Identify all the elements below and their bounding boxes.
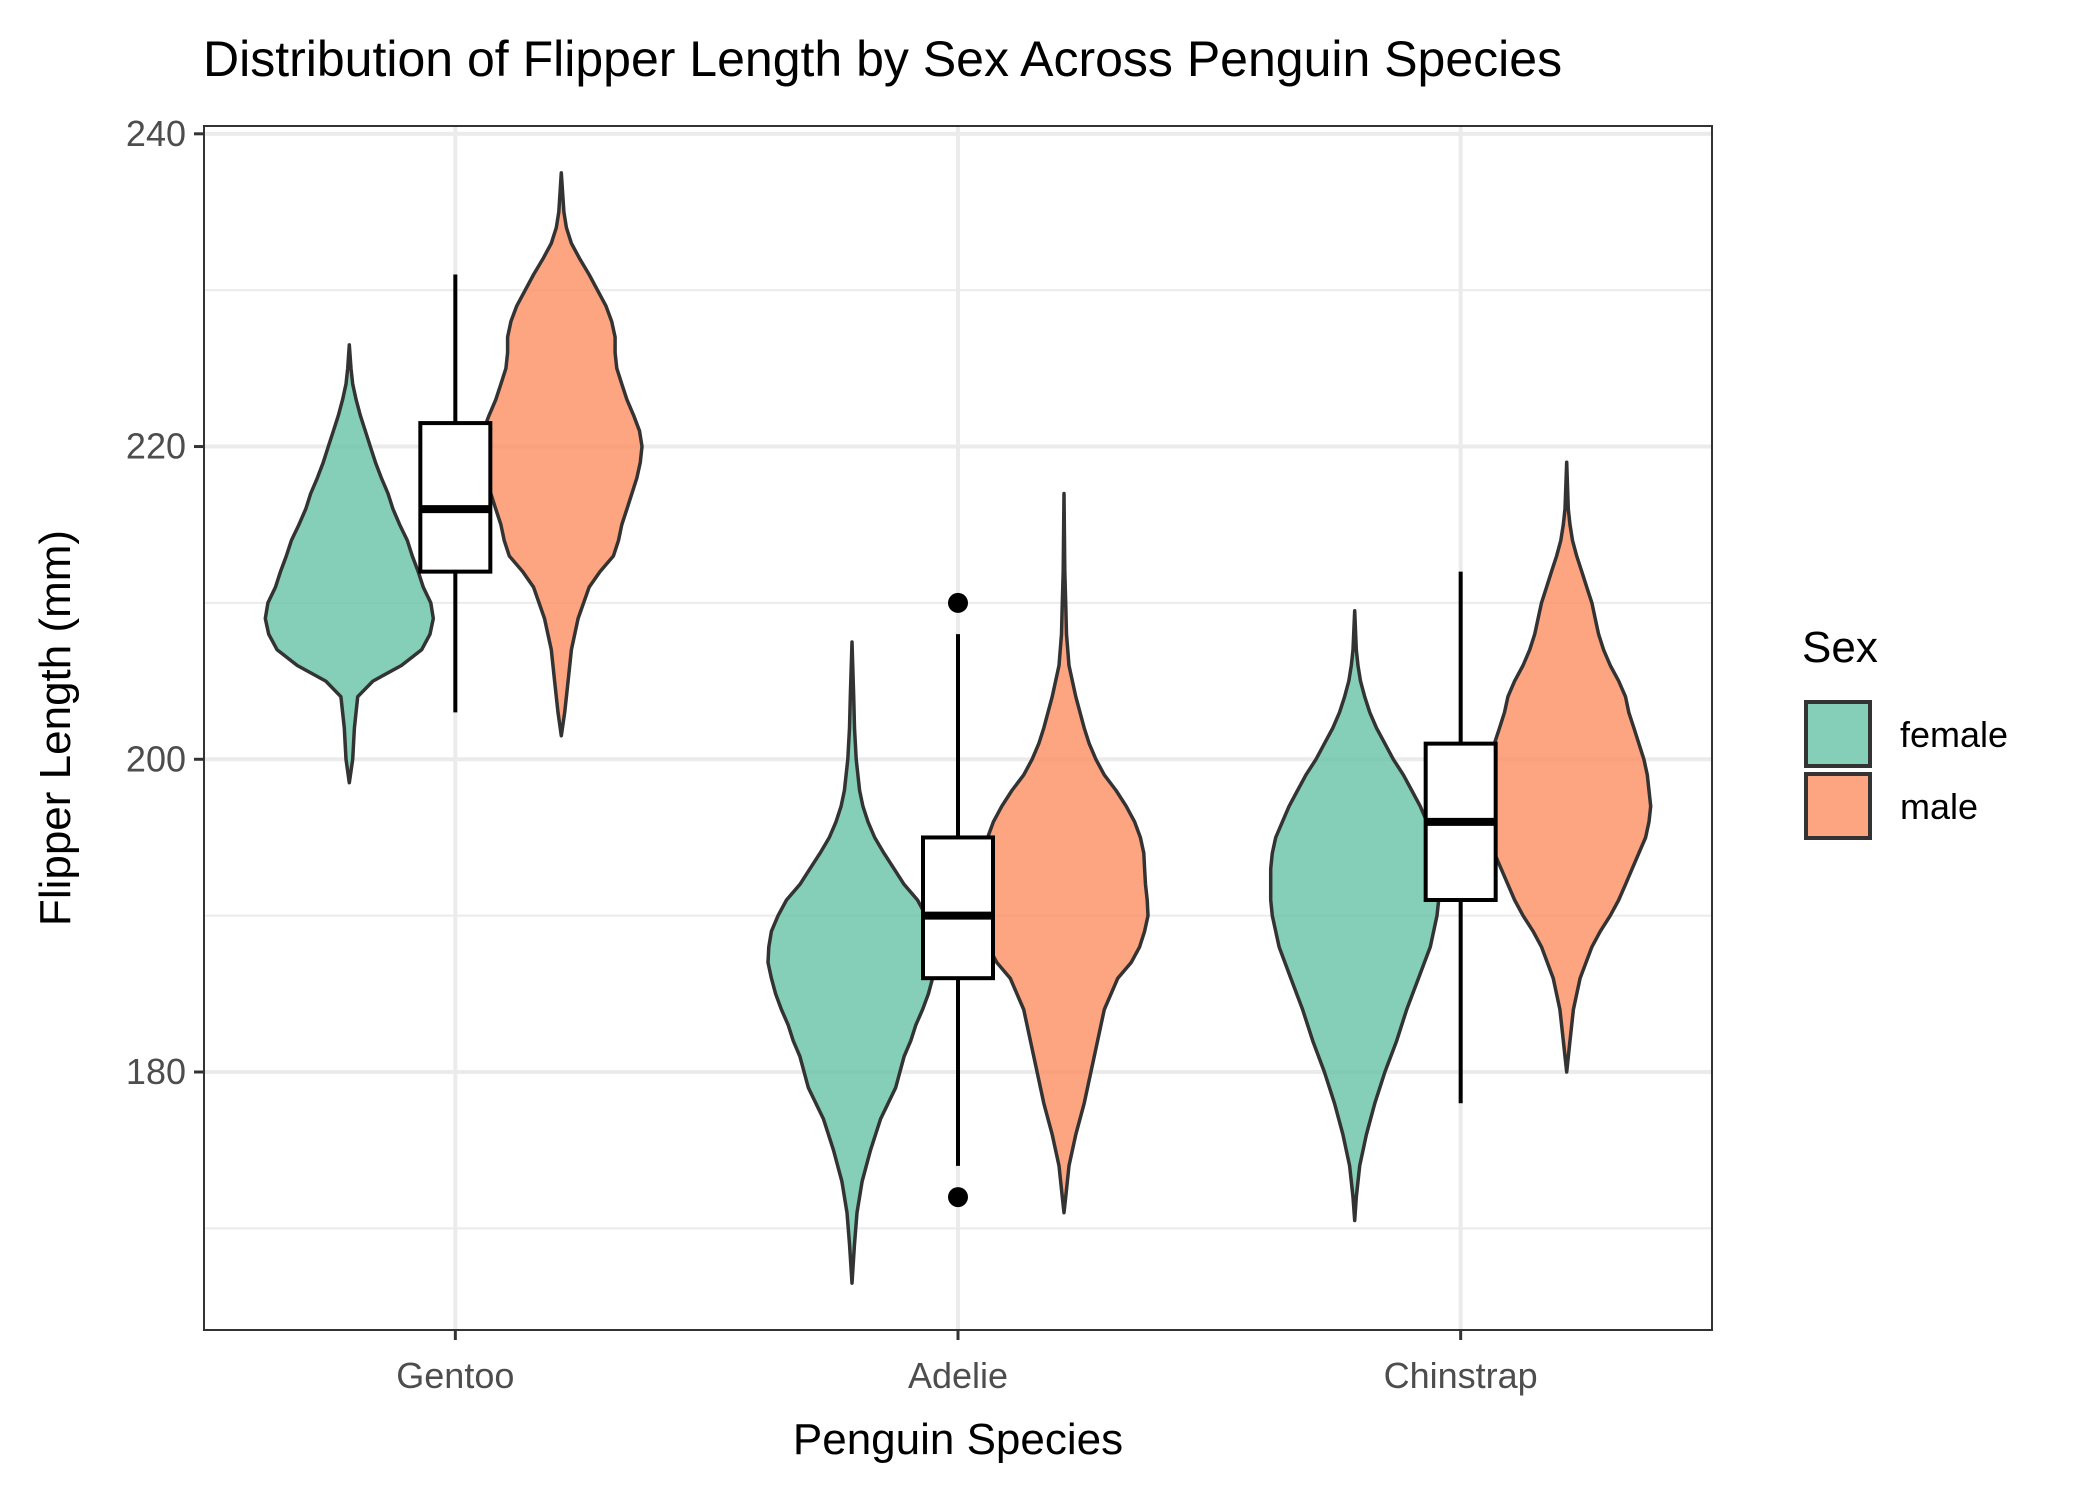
violin-chinstrap-male (1480, 460, 1653, 1074)
box-iqr (921, 835, 995, 981)
legend-key-male (1804, 772, 1872, 840)
legend-key-female (1804, 700, 1872, 768)
violin-adelie-female (766, 640, 938, 1285)
y-tick-label: 200 (126, 738, 186, 779)
legend-label-male: male (1900, 786, 1978, 827)
boxplot-chinstrap (1423, 571, 1498, 1104)
x-tick-label: Adelie (908, 1355, 1008, 1396)
violin-adelie-male (978, 491, 1150, 1215)
box-iqr (418, 421, 493, 574)
outlier-point (948, 1187, 968, 1208)
axes: 180 200 220 240 Gentoo Adelie Chinstrap (126, 113, 1538, 1396)
violins (263, 171, 1653, 1285)
x-tick-label: Chinstrap (1384, 1355, 1538, 1396)
boxplots (418, 274, 1498, 1208)
y-tick-label: 180 (126, 1051, 186, 1092)
y-tick-label: 240 (126, 113, 186, 154)
x-axis-title: Penguin Species (793, 1415, 1123, 1464)
boxplot-gentoo (418, 274, 493, 713)
y-axis-title: Flipper Length (mm) (31, 530, 80, 926)
y-tick-label: 220 (126, 426, 186, 467)
legend: Sex female male (1802, 623, 2008, 840)
chart-title: Distribution of Flipper Length by Sex Ac… (203, 31, 1562, 87)
violin-gentoo-female (263, 343, 436, 785)
legend-title: Sex (1802, 623, 1878, 672)
violin-gentoo-male (478, 171, 644, 738)
legend-label-female: female (1900, 714, 2008, 755)
violin-chinstrap-female (1268, 608, 1441, 1223)
boxplot-adelie (921, 592, 995, 1208)
x-tick-label: Gentoo (396, 1355, 514, 1396)
outlier-point (948, 592, 968, 613)
